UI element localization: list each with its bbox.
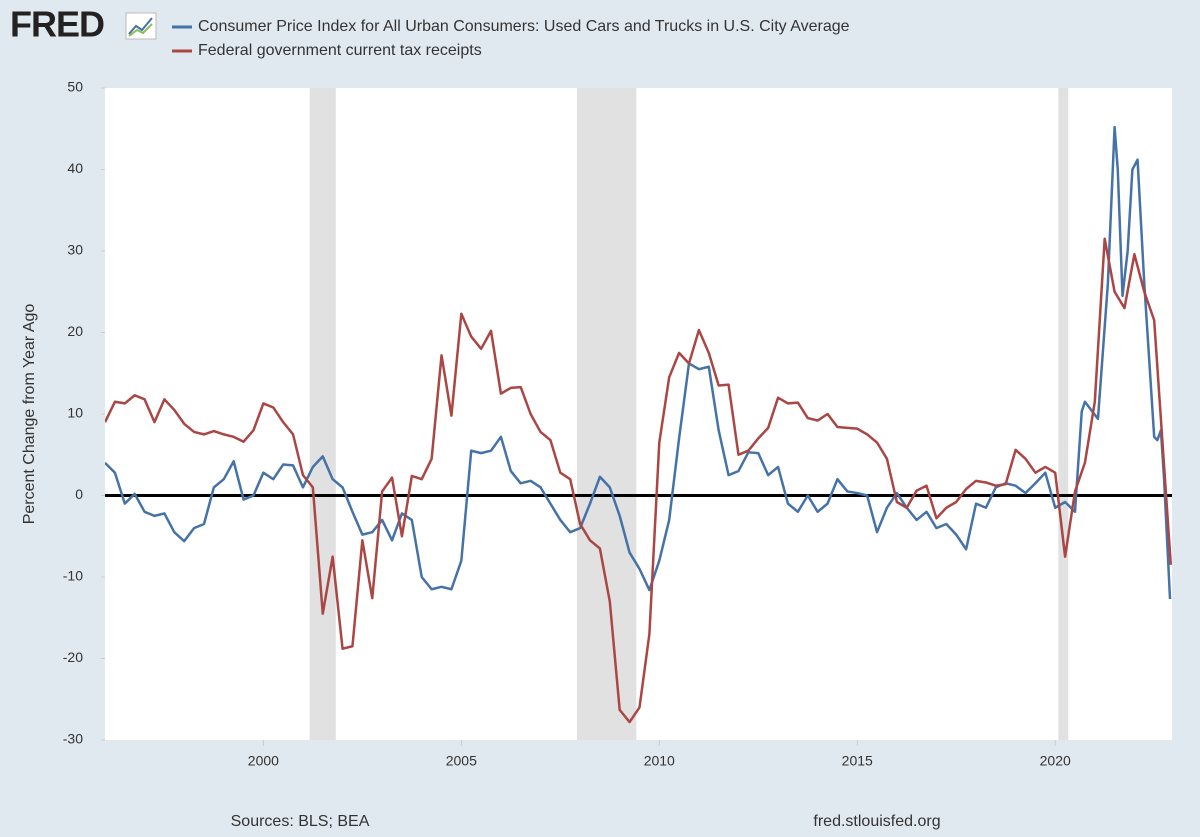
recession-band [309,88,336,740]
source: Sources: BLS; BEA [231,813,370,830]
plot-lines [105,125,1172,724]
x-tick-label: 2000 [248,753,279,769]
logo[interactable]: FRED [10,4,105,45]
logo-icon [125,12,157,40]
recession-band [576,88,637,740]
legend-label[interactable]: Consumer Price Index for All Urban Consu… [198,18,850,35]
y-tick-label: 20 [67,323,83,339]
y-tick-label: -10 [63,568,83,584]
series-line [105,125,1172,600]
y-tick-label: 50 [67,79,83,95]
x-tick-label: 2015 [842,753,873,769]
x-tick-label: 2005 [446,753,477,769]
site-link[interactable]: fred.stlouisfed.org [813,813,940,830]
legend-label[interactable]: Federal government current tax receipts [198,42,482,59]
y-tick-label: 30 [67,242,83,258]
y-tick-label: -30 [63,731,83,747]
y-tick-label: -20 [63,649,83,665]
recession-band [1058,88,1069,740]
y-tick-label: 0 [75,486,83,502]
series-line [105,237,1172,724]
y-tick-label: 40 [67,160,83,176]
x-tick-label: 2010 [644,753,675,769]
plot-area [105,88,1172,740]
y-axis-label: Percent Change from Year Ago [21,304,38,525]
x-tick-label: 2020 [1040,753,1071,769]
y-tick-label: 10 [67,405,83,421]
